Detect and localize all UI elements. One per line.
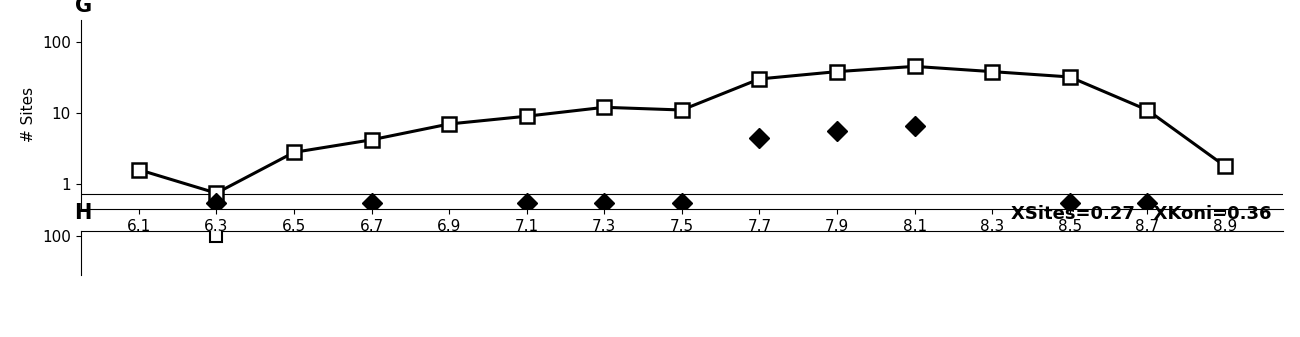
Text: H: H [74, 203, 92, 223]
X-axis label: pH: pH [670, 237, 694, 254]
Y-axis label: # Sites: # Sites [21, 87, 36, 142]
Text: G: G [74, 0, 92, 17]
Text: XSites=0.27   XKoni=0.36: XSites=0.27 XKoni=0.36 [1010, 205, 1271, 223]
